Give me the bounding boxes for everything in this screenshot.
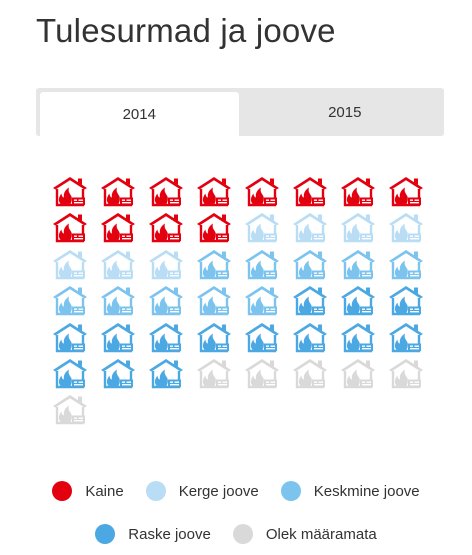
- year-tabs: 2014 2015: [36, 88, 444, 136]
- pictogram-icon-kaine: [386, 175, 426, 207]
- pictogram-icon-raske-joove: [386, 284, 426, 316]
- pictogram-icon-raske-joove: [290, 321, 330, 353]
- legend-dot-keskmine-joove: [280, 481, 301, 501]
- pictogram-icon-olek-maaramata: [194, 357, 234, 389]
- pictogram-icon-kaine: [146, 211, 186, 243]
- pictogram-icon-raske-joove: [98, 321, 138, 353]
- pictogram-icon-keskmine-joove: [386, 248, 426, 280]
- pictogram-icon-raske-joove: [146, 321, 186, 353]
- pictogram-icon-keskmine-joove: [290, 248, 330, 280]
- legend-dot-kerge-joove: [145, 481, 166, 501]
- pictogram-icon-keskmine-joove: [242, 248, 282, 280]
- pictogram-icon-kerge-joove: [146, 248, 186, 280]
- pictogram-icon-raske-joove: [338, 284, 378, 316]
- pictogram-icon-raske-joove: [50, 321, 90, 353]
- pictogram-icon-olek-maaramata: [50, 393, 90, 425]
- pictogram-icon-keskmine-joove: [50, 284, 90, 316]
- pictogram-icon-olek-maaramata: [242, 357, 282, 389]
- tab-2014[interactable]: 2014: [40, 92, 239, 136]
- tab-2015[interactable]: 2015: [328, 103, 362, 121]
- pictogram-icon-kaine: [50, 175, 90, 207]
- pictogram-icon-keskmine-joove: [146, 284, 186, 316]
- pictogram-grid: [50, 175, 434, 435]
- pictogram-icon-keskmine-joove: [98, 284, 138, 316]
- pictogram-icon-keskmine-joove: [194, 248, 234, 280]
- legend-item-raske-joove[interactable]: Raske joove: [95, 524, 211, 544]
- pictogram-icon-raske-joove: [338, 321, 378, 353]
- legend-item-olek-maaramata[interactable]: Olek määramata: [232, 524, 377, 544]
- legend-item-kerge-joove[interactable]: Kerge joove: [145, 481, 259, 501]
- pictogram-icon-kerge-joove: [386, 211, 426, 243]
- pictogram-icon-olek-maaramata: [338, 357, 378, 389]
- pictogram-icon-raske-joove: [290, 284, 330, 316]
- pictogram-icon-keskmine-joove: [194, 284, 234, 316]
- pictogram-icon-kerge-joove: [242, 211, 282, 243]
- pictogram-icon-kaine: [194, 175, 234, 207]
- pictogram-icon-kerge-joove: [290, 211, 330, 243]
- pictogram-icon-kerge-joove: [338, 211, 378, 243]
- pictogram-icon-raske-joove: [50, 357, 90, 389]
- pictogram-icon-kaine: [98, 211, 138, 243]
- pictogram-icon-keskmine-joove: [242, 284, 282, 316]
- legend-dot-raske-joove: [95, 524, 116, 544]
- chart-title: Tulesurmad ja joove: [36, 12, 336, 49]
- legend-label: Kerge joove: [178, 482, 259, 500]
- pictogram-icon-olek-maaramata: [386, 357, 426, 389]
- legend-dot-olek-maaramata: [232, 524, 253, 544]
- pictogram-icon-raske-joove: [194, 321, 234, 353]
- pictogram-icon-kaine: [338, 175, 378, 207]
- legend-row-1: Kaine Kerge joove Keskmine joove: [0, 481, 472, 501]
- pictogram-icon-raske-joove: [386, 321, 426, 353]
- pictogram-icon-kerge-joove: [50, 248, 90, 280]
- legend-label: Raske joove: [128, 525, 211, 543]
- pictogram-icon-kaine: [290, 175, 330, 207]
- pictogram-icon-kaine: [50, 211, 90, 243]
- legend-label: Olek määramata: [265, 525, 377, 543]
- legend-label: Kaine: [85, 482, 124, 500]
- legend-item-kaine[interactable]: Kaine: [52, 481, 124, 501]
- pictogram-icon-kaine: [242, 175, 282, 207]
- pictogram-icon-kerge-joove: [98, 248, 138, 280]
- legend-item-keskmine-joove[interactable]: Keskmine joove: [280, 481, 420, 501]
- pictogram-icon-kaine: [146, 175, 186, 207]
- pictogram-icon-olek-maaramata: [290, 357, 330, 389]
- pictogram-icon-kaine: [194, 211, 234, 243]
- pictogram-icon-raske-joove: [146, 357, 186, 389]
- pictogram-icon-raske-joove: [242, 321, 282, 353]
- legend-row-2: Raske joove Olek määramata: [0, 524, 472, 544]
- legend-label: Keskmine joove: [313, 482, 420, 500]
- pictogram-icon-kaine: [98, 175, 138, 207]
- pictogram-icon-raske-joove: [98, 357, 138, 389]
- legend-dot-kaine: [52, 481, 73, 501]
- pictogram-icon-keskmine-joove: [338, 248, 378, 280]
